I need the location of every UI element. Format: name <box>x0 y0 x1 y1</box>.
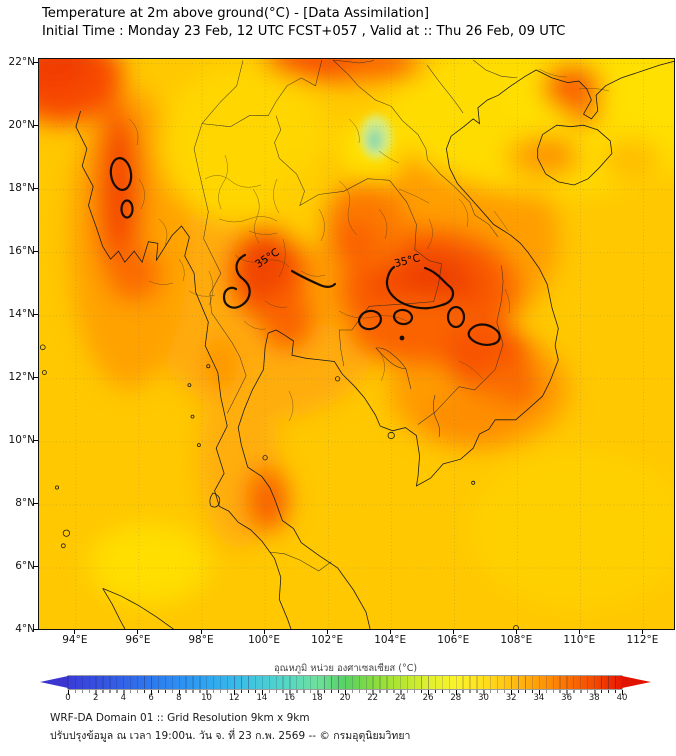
footer-update-info: ปรับปรุงข้อมูล ณ เวลา 19:00น. วัน จ. ที่… <box>50 730 411 742</box>
colorbar-tick-label: 4 <box>120 693 127 703</box>
colorbar: 0 2 4 6 8 10 12 14 16 18 20 22 24 26 28 30 32 34 36 38 40 <box>40 676 651 706</box>
axis-tick-lon <box>515 630 517 634</box>
axis-label-lat: 6°N <box>15 559 35 572</box>
axis-tick-lon <box>452 630 454 634</box>
axis-label-lon: 96°E <box>125 634 151 646</box>
axis-tick-lat <box>33 251 38 253</box>
colorbar-major-ticks <box>68 690 623 695</box>
colorbar-tick-label: 8 <box>176 693 182 703</box>
axis-tick-lat <box>33 62 38 64</box>
axis-label-lon: 100°E <box>248 634 281 646</box>
page-title: Temperature at 2m above ground(°C) - [Da… <box>42 6 430 21</box>
axis-tick-lat <box>33 314 38 316</box>
colorbar-tick-label: 28 <box>450 693 462 703</box>
colorbar-tick-label: 10 <box>201 693 212 703</box>
colorbar-gradient <box>68 676 622 689</box>
footer-domain-info: WRF-DA Domain 01 :: Grid Resolution 9km … <box>50 712 310 724</box>
subtitle-init-valid-time: Initial Time : Monday 23 Feb, 12 UTC FCS… <box>42 24 566 39</box>
axis-tick-lon <box>641 630 643 634</box>
colorbar-tick-label: 24 <box>394 693 406 703</box>
axis-tick-lon <box>200 630 202 634</box>
axis-label-lon: 104°E <box>374 634 407 646</box>
axis-tick-lon <box>389 630 391 634</box>
temperature-field <box>39 59 674 609</box>
axis-tick-lat <box>33 566 38 568</box>
colorbar-tick-label: 12 <box>228 693 240 703</box>
colorbar-tick-label: 22 <box>367 693 379 703</box>
contour-35c <box>109 156 501 346</box>
colorbar-tick-label: 14 <box>256 693 268 703</box>
axis-tick-lat <box>33 188 38 190</box>
colorbar-tick-label: 30 <box>478 693 489 703</box>
graticule <box>39 59 674 629</box>
axis-label-lat: 12°N <box>8 370 35 383</box>
colorbar-tick-label: 2 <box>92 693 99 703</box>
axis-label-lat: 8°N <box>15 496 35 509</box>
colorbar-tick-label: 32 <box>505 693 517 703</box>
axis-label-lon: 94°E <box>62 634 88 646</box>
axis-tick-lon <box>137 630 139 634</box>
axis-label-lon: 102°E <box>311 634 344 646</box>
map-canvas: 35°C 35°C <box>38 58 675 630</box>
axis-label-lat: 4°N <box>15 622 35 635</box>
axis-tick-lat <box>33 377 38 379</box>
colorbar-tick-label: 36 <box>561 693 572 703</box>
colorbar-tick-label: 16 <box>284 693 295 703</box>
map-svg: 35°C 35°C <box>39 59 674 629</box>
colorbar-tick-label: 6 <box>148 693 154 703</box>
province-borders <box>128 68 610 422</box>
colorbar-tick-label: 38 <box>588 693 600 703</box>
colorbar-segments <box>68 676 622 689</box>
axis-label-lat: 10°N <box>8 433 35 446</box>
axis-label-lat: 18°N <box>8 181 35 194</box>
axis-label-lat: 20°N <box>8 118 35 131</box>
axis-tick-lat <box>33 125 38 127</box>
colorbar-tick-label: 40 <box>616 693 628 703</box>
axis-label-lon: 110°E <box>563 634 596 646</box>
axis-label-lon: 98°E <box>188 634 214 646</box>
axis-tick-lon <box>74 630 76 634</box>
axis-label-lon: 108°E <box>500 634 533 646</box>
colorbar-tick-label: 34 <box>533 693 545 703</box>
axis-tick-lat <box>33 629 38 631</box>
cool-patch <box>360 115 392 159</box>
axis-tick-lon <box>578 630 580 634</box>
axis-label-lon: 112°E <box>626 634 659 646</box>
axis-label-lat: 22°N <box>8 55 35 68</box>
axis-tick-lat <box>33 440 38 442</box>
colorbar-tick-label: 20 <box>339 693 351 703</box>
axis-label-lat: 14°N <box>8 307 35 320</box>
axis-label-lat: 16°N <box>8 244 35 257</box>
colorbar-tick-label: 0 <box>65 693 71 703</box>
axis-tick-lat <box>33 503 38 505</box>
colorbar-under-arrow <box>40 676 68 688</box>
axis-label-lon: 106°E <box>437 634 470 646</box>
axis-tick-lon <box>326 630 328 634</box>
coastlines <box>39 60 674 629</box>
colorbar-title: อุณหภูมิ หน่วย องศาเซลเซียส (°C) <box>273 663 418 674</box>
colorbar-over-arrow <box>622 676 651 688</box>
axis-tick-lon <box>263 630 265 634</box>
colorbar-tick-label: 18 <box>311 693 323 703</box>
colorbar-tick-label: 26 <box>422 693 434 703</box>
lakes-rivers <box>375 64 464 438</box>
